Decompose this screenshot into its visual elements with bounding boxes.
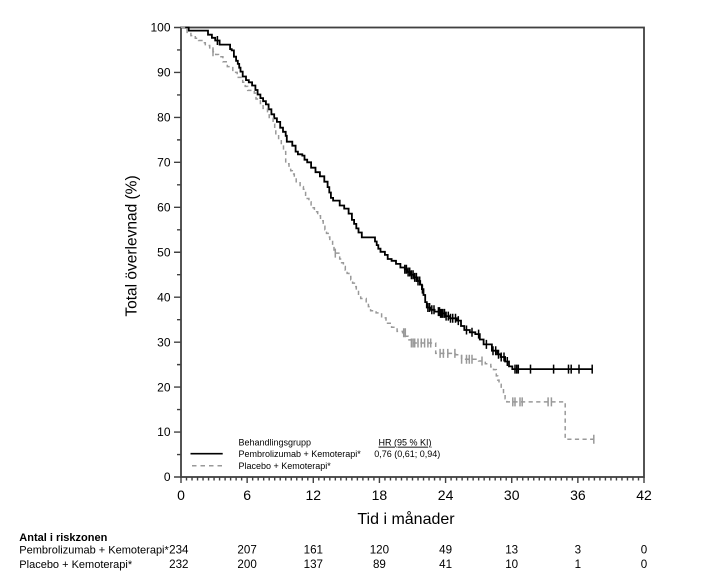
svg-text:10: 10 — [505, 558, 518, 571]
svg-text:207: 207 — [237, 544, 256, 557]
svg-text:24: 24 — [438, 487, 454, 503]
svg-text:120: 120 — [370, 544, 389, 557]
svg-text:49: 49 — [439, 544, 452, 557]
svg-text:50: 50 — [157, 245, 171, 259]
svg-text:30: 30 — [504, 487, 520, 503]
svg-text:70: 70 — [157, 156, 171, 170]
svg-text:90: 90 — [157, 66, 171, 80]
svg-text:137: 137 — [304, 558, 323, 571]
svg-text:Antal i riskzonen: Antal i riskzonen — [19, 532, 107, 544]
svg-text:Behandlingsgrupp: Behandlingsgrupp — [239, 437, 312, 447]
svg-text:18: 18 — [372, 487, 388, 503]
svg-text:30: 30 — [157, 335, 171, 349]
svg-text:20: 20 — [157, 380, 171, 394]
svg-text:89: 89 — [373, 558, 386, 571]
svg-text:0: 0 — [641, 558, 647, 571]
svg-text:Pembrolizumab + Kemoterapi*: Pembrolizumab + Kemoterapi* — [19, 545, 169, 557]
svg-text:10: 10 — [157, 425, 171, 439]
svg-text:Placebo + Kemoterapi*: Placebo + Kemoterapi* — [239, 461, 332, 471]
svg-text:6: 6 — [243, 487, 251, 503]
svg-text:Tid i månader: Tid i månader — [357, 510, 455, 528]
svg-text:1: 1 — [575, 558, 581, 571]
svg-text:0,76 (0,61; 0,94): 0,76 (0,61; 0,94) — [374, 449, 440, 459]
svg-text:234: 234 — [169, 544, 189, 557]
svg-text:42: 42 — [636, 487, 652, 503]
svg-text:Placebo + Kemoterapi*: Placebo + Kemoterapi* — [19, 559, 133, 571]
svg-text:Pembrolizumab + Kemoterapi*: Pembrolizumab + Kemoterapi* — [239, 449, 362, 459]
svg-text:232: 232 — [169, 558, 188, 571]
svg-text:12: 12 — [306, 487, 322, 503]
svg-text:41: 41 — [439, 558, 452, 571]
svg-text:161: 161 — [304, 544, 323, 557]
svg-text:100: 100 — [150, 21, 170, 35]
svg-text:200: 200 — [237, 558, 256, 571]
svg-text:0: 0 — [164, 470, 171, 484]
svg-text:Total överlevnad (%): Total överlevnad (%) — [124, 175, 141, 316]
svg-text:80: 80 — [157, 111, 171, 125]
svg-text:36: 36 — [570, 487, 586, 503]
svg-text:HR (95 % KI): HR (95 % KI) — [379, 438, 432, 448]
svg-text:0: 0 — [177, 487, 185, 503]
svg-text:3: 3 — [575, 544, 581, 557]
svg-text:0: 0 — [641, 544, 647, 557]
svg-text:40: 40 — [157, 290, 171, 304]
svg-text:60: 60 — [157, 201, 171, 215]
svg-text:13: 13 — [505, 544, 518, 557]
